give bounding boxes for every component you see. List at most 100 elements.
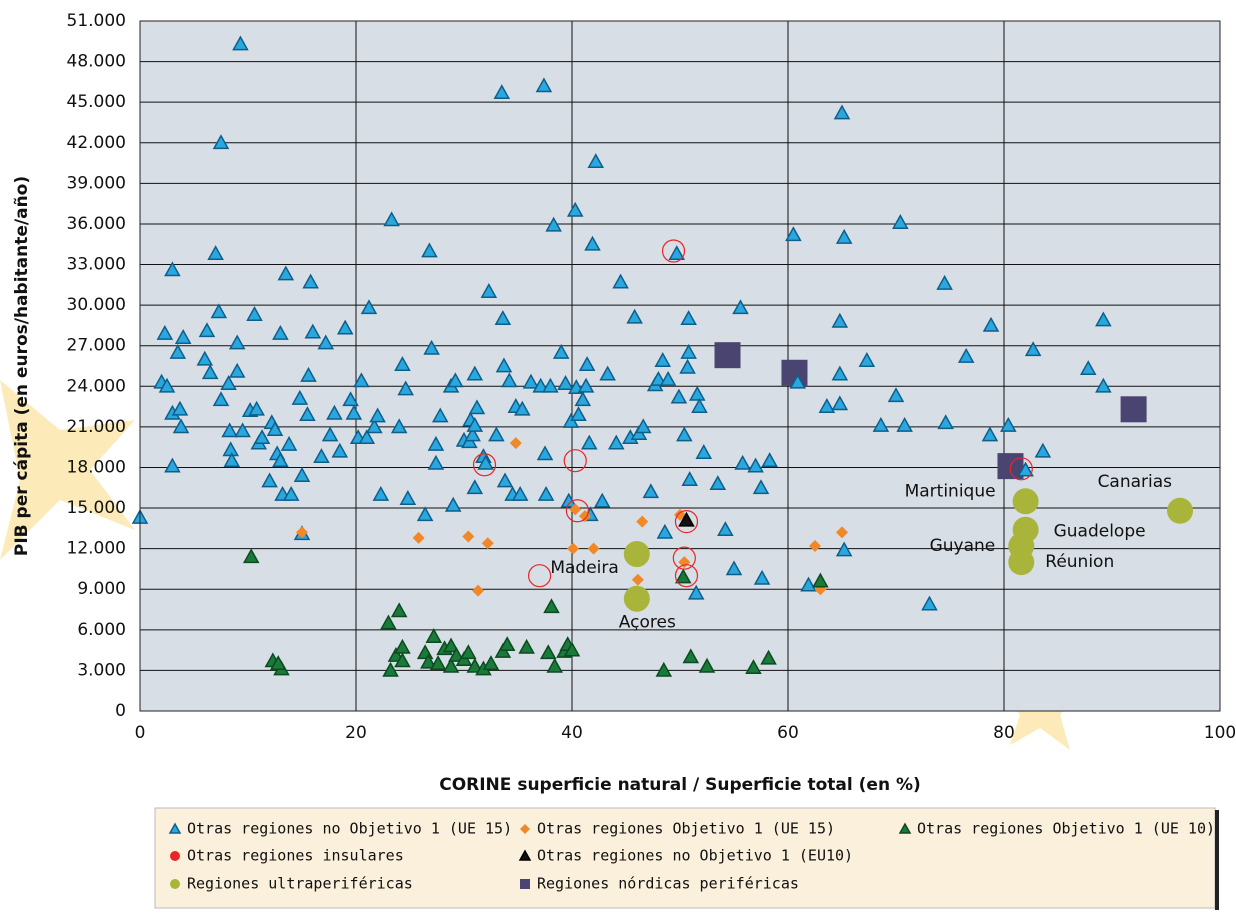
triangle-marker [679, 358, 696, 374]
triangle-marker [654, 352, 671, 367]
point-label: Madeira [550, 558, 618, 578]
triangle-marker [269, 655, 287, 670]
triangle-marker [498, 636, 516, 652]
triangle-marker [532, 377, 549, 393]
triangle-marker [858, 352, 876, 367]
triangle-marker [360, 299, 378, 315]
triangle-marker [543, 598, 560, 614]
triangle-marker [542, 377, 559, 393]
y-tick-label: 45.000 [67, 92, 126, 112]
triangle-marker [277, 265, 295, 281]
triangle-marker [670, 388, 688, 404]
triangle-marker [1000, 416, 1017, 432]
triangle-marker [896, 416, 913, 432]
triangle-marker [552, 343, 570, 359]
triangle-marker [725, 560, 743, 576]
triangle-marker [495, 357, 513, 373]
triangle-marker [898, 822, 912, 834]
triangle-marker [210, 303, 228, 319]
triangle-marker [892, 214, 909, 229]
x-tick-label: 40 [561, 723, 583, 743]
triangle-marker [818, 398, 836, 413]
triangle-marker [266, 421, 284, 436]
triangle-marker [198, 322, 216, 338]
triangle-marker [921, 595, 938, 611]
point-label: Guyane [930, 536, 996, 556]
triangle-marker [1095, 311, 1112, 327]
triangle-marker [511, 485, 529, 501]
triangle-marker [546, 657, 563, 673]
y-tick-label: 6.000 [77, 620, 126, 640]
triangle-marker [682, 648, 700, 664]
x-tick-label: 100 [1204, 723, 1236, 743]
diamond-marker [472, 584, 485, 597]
triangle-marker [982, 316, 1000, 332]
y-tick-label: 39.000 [67, 173, 126, 193]
triangle-marker [698, 657, 716, 673]
square-marker [520, 879, 530, 889]
triangle-marker [887, 387, 905, 403]
triangle-marker [678, 511, 695, 527]
triangle-marker [442, 657, 460, 673]
triangle-marker [201, 364, 219, 380]
triangle-marker [635, 418, 652, 434]
triangle-marker [228, 362, 246, 378]
x-tick-label: 20 [345, 723, 367, 743]
triangle-marker [655, 661, 673, 677]
triangle-marker [234, 422, 251, 438]
triangle-marker [427, 435, 445, 451]
triangle-marker [753, 569, 771, 585]
triangle-marker [448, 646, 465, 662]
triangle-marker [248, 400, 265, 416]
triangle-marker [302, 273, 319, 289]
triangle-marker [574, 391, 592, 407]
open-circle-marker [563, 449, 587, 473]
legend-label: Otras regiones no Objetivo 1 (EU10) [537, 847, 853, 865]
circle-marker [1167, 497, 1194, 524]
triangle-marker [442, 637, 460, 653]
triangle-marker [612, 273, 629, 289]
triangle-marker [326, 404, 343, 420]
triangle-marker [835, 228, 853, 244]
y-tick-label: 12.000 [67, 539, 126, 559]
triangle-marker [380, 614, 397, 630]
triangle-marker [539, 644, 557, 660]
triangle-marker [599, 365, 616, 381]
legend-label: Otras regiones Objetivo 1 (UE 10) [917, 820, 1215, 838]
triangle-marker [345, 404, 363, 420]
triangle-marker [937, 414, 954, 430]
y-tick-label: 3.000 [77, 660, 126, 680]
triangle-marker [563, 641, 581, 657]
triangle-marker [317, 334, 335, 350]
triangle-marker [482, 655, 500, 670]
triangle-marker [680, 343, 697, 359]
triangle-marker [466, 479, 484, 495]
point-label: Guadelope [1054, 522, 1146, 542]
diamond-marker [481, 537, 494, 550]
triangle-marker [212, 134, 230, 150]
triangle-marker [253, 429, 271, 445]
triangle-marker [717, 521, 734, 537]
triangle-marker [232, 35, 249, 51]
y-tick-label: 48.000 [67, 52, 126, 72]
open-circle-marker [672, 546, 696, 570]
square-marker [1120, 396, 1147, 423]
triangle-marker [674, 568, 692, 584]
triangle-marker [164, 261, 181, 277]
y-tick-label: 51.000 [67, 11, 126, 31]
triangle-marker [272, 452, 289, 468]
y-tick-label: 21.000 [67, 417, 126, 437]
y-tick-label: 42.000 [67, 133, 126, 153]
triangle-marker [477, 454, 494, 470]
triangle-marker [358, 429, 376, 445]
y-tick-label: 18.000 [67, 457, 126, 477]
triangle-marker [835, 541, 853, 557]
triangle-marker [650, 370, 667, 386]
triangle-marker [501, 372, 518, 388]
triangle-marker [545, 216, 562, 232]
triangle-marker [390, 418, 408, 434]
triangle-marker [1034, 442, 1052, 458]
triangle-marker [366, 418, 383, 434]
triangle-marker [212, 391, 230, 407]
triangle-marker [581, 434, 598, 450]
